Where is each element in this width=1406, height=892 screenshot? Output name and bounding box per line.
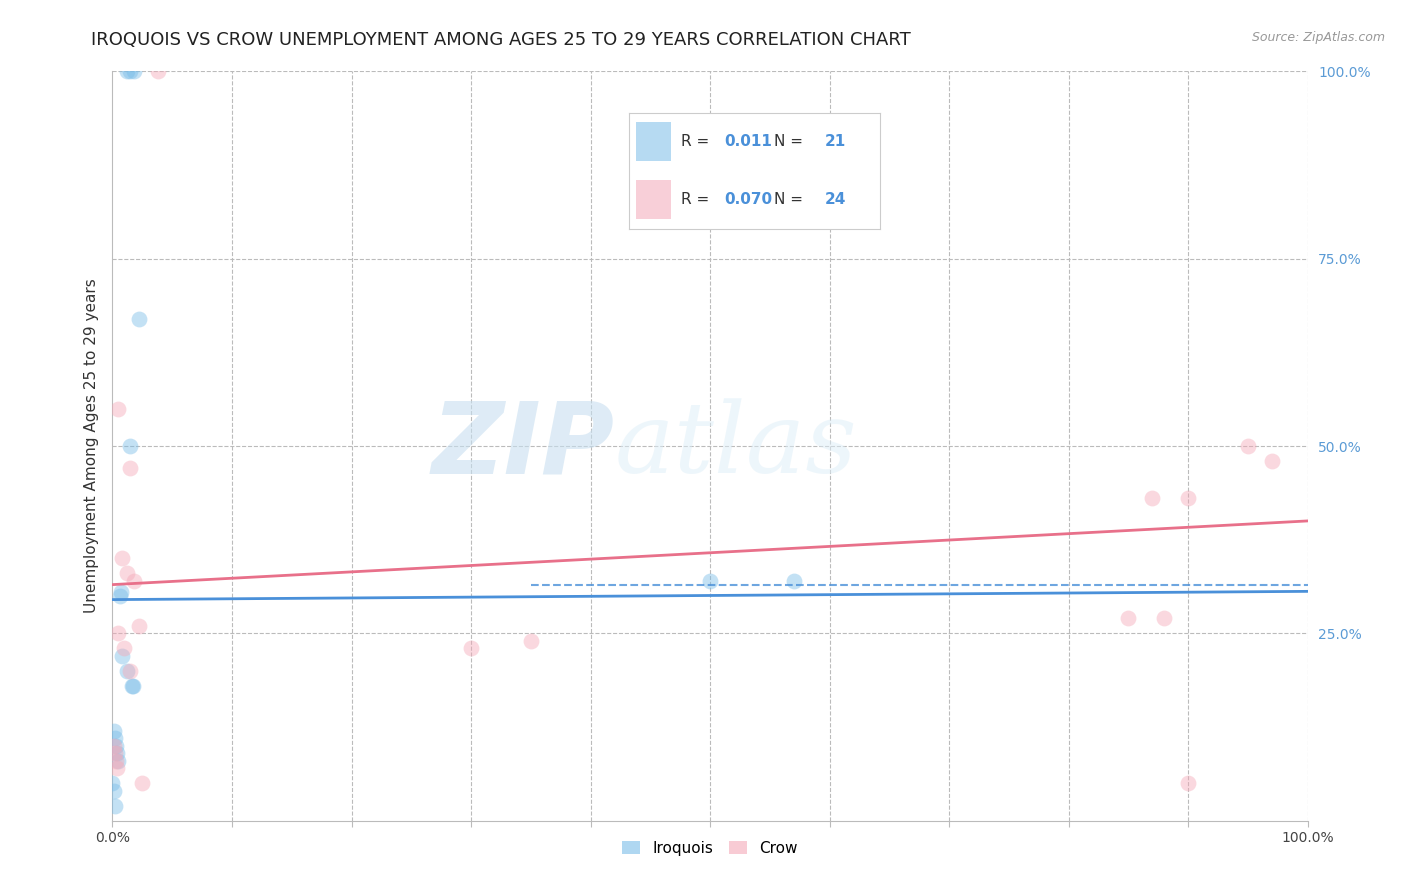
Y-axis label: Unemployment Among Ages 25 to 29 years: Unemployment Among Ages 25 to 29 years <box>83 278 98 614</box>
Point <box>1237 439 1260 453</box>
Point <box>103 783 125 797</box>
Point <box>105 746 128 760</box>
Point <box>111 551 134 566</box>
Text: atlas: atlas <box>614 399 858 493</box>
Point <box>1142 491 1164 506</box>
Point <box>120 664 142 678</box>
Point <box>128 619 150 633</box>
Point <box>104 746 127 760</box>
Point <box>114 641 135 656</box>
Point <box>107 626 129 640</box>
Point <box>782 574 804 588</box>
Point <box>120 439 142 453</box>
Point <box>120 64 142 78</box>
Point <box>108 589 131 603</box>
Point <box>115 64 138 78</box>
Point <box>122 64 145 78</box>
Point <box>105 761 128 775</box>
Point <box>131 776 153 790</box>
Point <box>115 664 138 678</box>
Point <box>104 731 127 746</box>
Point <box>107 754 129 768</box>
Point <box>699 574 721 588</box>
Point <box>105 739 128 753</box>
Point <box>128 311 150 326</box>
Point <box>107 401 129 416</box>
Point <box>1153 611 1175 625</box>
Point <box>1118 611 1140 625</box>
Text: IROQUOIS VS CROW UNEMPLOYMENT AMONG AGES 25 TO 29 YEARS CORRELATION CHART: IROQUOIS VS CROW UNEMPLOYMENT AMONG AGES… <box>91 31 911 49</box>
Point <box>120 461 142 475</box>
Point <box>104 798 127 813</box>
Point <box>115 566 138 581</box>
Point <box>105 754 128 768</box>
Point <box>111 648 134 663</box>
Point <box>460 641 482 656</box>
Point <box>110 585 132 599</box>
Point <box>121 679 143 693</box>
Point <box>101 776 124 790</box>
Text: Source: ZipAtlas.com: Source: ZipAtlas.com <box>1251 31 1385 45</box>
Point <box>1177 776 1199 790</box>
Point <box>121 679 143 693</box>
Point <box>520 633 543 648</box>
Point <box>122 574 145 588</box>
Text: ZIP: ZIP <box>432 398 614 494</box>
Point <box>146 64 169 78</box>
Point <box>103 723 125 738</box>
Point <box>103 739 125 753</box>
Legend: Iroquois, Crow: Iroquois, Crow <box>616 834 804 862</box>
Point <box>1177 491 1199 506</box>
Point <box>1261 454 1284 468</box>
